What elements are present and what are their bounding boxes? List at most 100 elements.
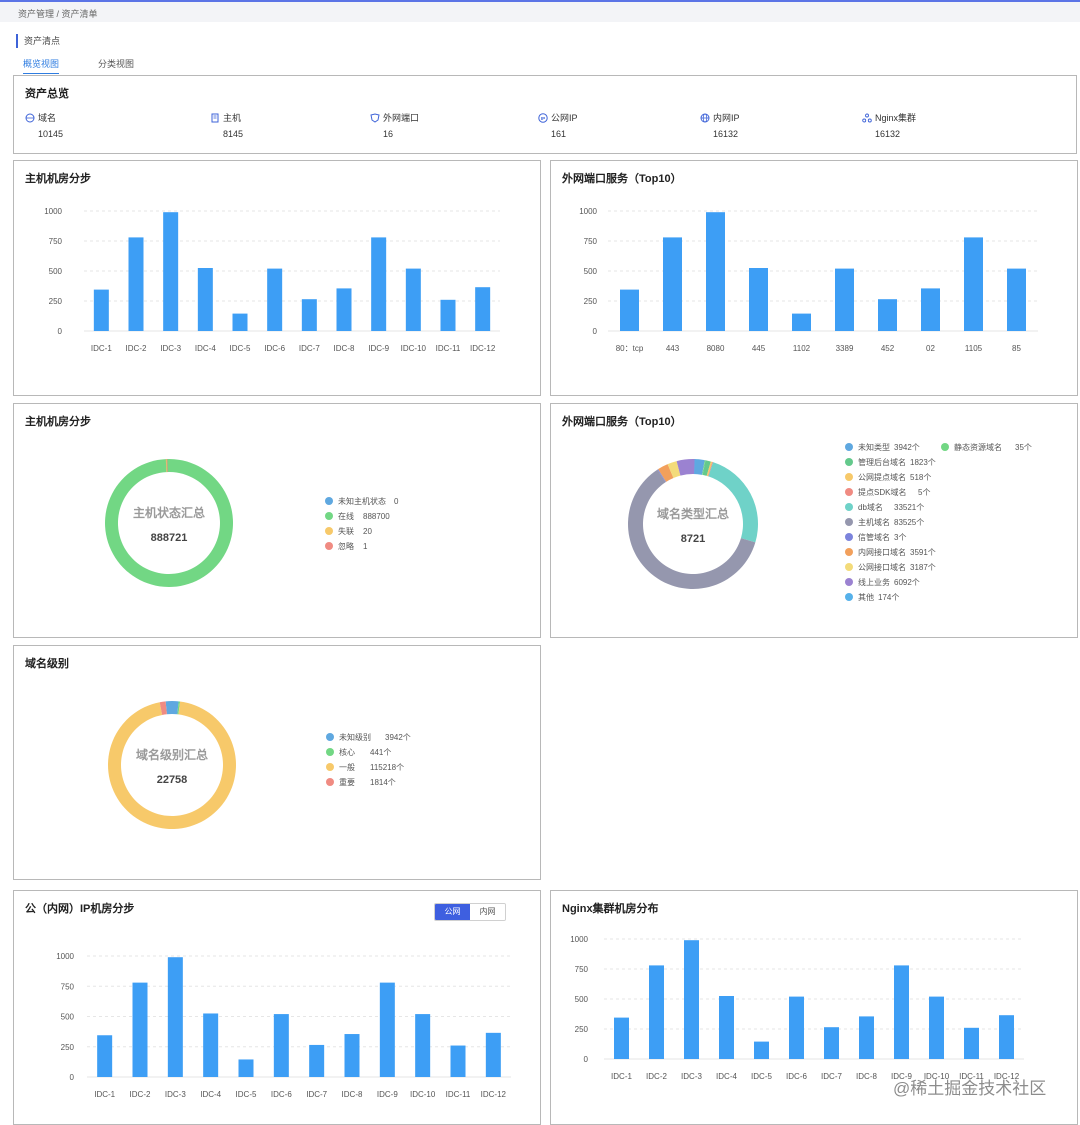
bar[interactable] bbox=[835, 268, 854, 331]
legend-label[interactable]: db域名 bbox=[858, 502, 883, 512]
summary-item-port[interactable]: 外网端口 16 bbox=[370, 111, 419, 139]
bar[interactable] bbox=[97, 1035, 113, 1077]
bar[interactable] bbox=[964, 1027, 979, 1059]
bar[interactable] bbox=[440, 299, 456, 331]
legend-label[interactable]: 信管域名 bbox=[858, 532, 890, 542]
legend-label[interactable]: 未知级别 bbox=[339, 732, 371, 742]
bar[interactable] bbox=[238, 1059, 254, 1077]
donut-slice[interactable] bbox=[676, 459, 695, 476]
bar[interactable] bbox=[132, 982, 148, 1077]
bar[interactable] bbox=[167, 957, 183, 1077]
y-tick-label: 250 bbox=[575, 1025, 589, 1034]
legend-label[interactable]: 公网提点域名 bbox=[858, 472, 906, 482]
bar[interactable] bbox=[894, 965, 909, 1059]
bar[interactable] bbox=[663, 237, 682, 331]
bar[interactable] bbox=[475, 287, 491, 331]
bar[interactable] bbox=[878, 299, 897, 331]
donut-slice[interactable] bbox=[702, 460, 711, 476]
bar[interactable] bbox=[309, 1044, 325, 1077]
bar[interactable] bbox=[749, 268, 768, 331]
legend-label[interactable]: 主机域名 bbox=[858, 517, 890, 527]
bar[interactable] bbox=[754, 1041, 769, 1059]
bar[interactable] bbox=[450, 1045, 466, 1077]
donut-slice[interactable] bbox=[105, 458, 234, 587]
legend-value: 441个 bbox=[370, 748, 391, 757]
x-tick-label: IDC-2 bbox=[646, 1072, 667, 1081]
summary-item-private-ip[interactable]: 内网IP 16132 bbox=[700, 111, 740, 139]
toggle-public[interactable]: 公网 bbox=[435, 904, 470, 920]
bar[interactable] bbox=[929, 996, 944, 1059]
donut-slice[interactable] bbox=[693, 459, 705, 475]
toggle-private[interactable]: 内网 bbox=[470, 904, 505, 920]
legend-label[interactable]: 忽略 bbox=[338, 541, 354, 551]
bar[interactable] bbox=[163, 212, 179, 331]
tab-overview[interactable]: 概览视图 bbox=[23, 59, 60, 74]
bar[interactable] bbox=[614, 1017, 629, 1059]
legend-label[interactable]: 未知主机状态 bbox=[338, 496, 386, 506]
donut-slice[interactable] bbox=[657, 469, 667, 483]
bar[interactable] bbox=[789, 996, 804, 1059]
legend-label[interactable]: 提点SDK域名 bbox=[858, 487, 906, 497]
bar[interactable] bbox=[999, 1015, 1014, 1059]
donut-slice[interactable] bbox=[166, 459, 168, 473]
bar[interactable] bbox=[1007, 268, 1026, 331]
bar[interactable] bbox=[203, 1013, 219, 1077]
legend-label[interactable]: 线上业务 bbox=[858, 577, 890, 587]
bar[interactable] bbox=[371, 237, 387, 331]
legend-label[interactable]: 其他 bbox=[858, 592, 874, 602]
donut-slice[interactable] bbox=[658, 464, 674, 482]
summary-item-public-ip[interactable]: IP 公网IP 161 bbox=[538, 111, 578, 139]
bar[interactable] bbox=[128, 237, 144, 331]
legend-label[interactable]: 核心 bbox=[339, 747, 355, 757]
donut-slice[interactable] bbox=[694, 459, 696, 475]
legend-label[interactable]: 一般 bbox=[339, 762, 355, 772]
donut-slice[interactable] bbox=[707, 461, 714, 477]
bar[interactable] bbox=[620, 289, 639, 331]
summary-item-host[interactable]: 主机 8145 bbox=[210, 111, 243, 139]
bar[interactable] bbox=[649, 965, 664, 1059]
summary-item-domain[interactable]: 域名 10145 bbox=[25, 111, 63, 139]
donut-slice[interactable] bbox=[108, 701, 237, 829]
legend-label[interactable]: 未知类型 bbox=[858, 442, 890, 452]
bar[interactable] bbox=[273, 1014, 289, 1077]
bar[interactable] bbox=[415, 1014, 431, 1077]
bar[interactable] bbox=[344, 1034, 360, 1077]
bar[interactable] bbox=[824, 1027, 839, 1059]
x-tick-label: IDC-7 bbox=[821, 1072, 842, 1081]
bar[interactable] bbox=[684, 940, 699, 1059]
legend-label[interactable]: 失联 bbox=[338, 526, 354, 536]
bar[interactable] bbox=[379, 982, 395, 1077]
legend-label[interactable]: 重要 bbox=[339, 777, 355, 787]
bar[interactable] bbox=[336, 288, 352, 331]
tab-category[interactable]: 分类视图 bbox=[98, 59, 135, 69]
bar[interactable] bbox=[792, 313, 811, 331]
legend-label[interactable]: 内网接口域名 bbox=[858, 547, 906, 557]
bar[interactable] bbox=[964, 237, 983, 331]
legend-label[interactable]: 静态资源域名 bbox=[954, 442, 1002, 452]
bar[interactable] bbox=[859, 1016, 874, 1059]
donut-slice[interactable] bbox=[706, 461, 713, 477]
donut-slice[interactable] bbox=[165, 459, 168, 473]
bar[interactable] bbox=[301, 299, 317, 331]
bar[interactable] bbox=[405, 268, 421, 331]
donut-slice[interactable] bbox=[667, 461, 681, 478]
bar[interactable] bbox=[232, 313, 248, 331]
legend-label[interactable]: 公网接口域名 bbox=[858, 562, 906, 572]
bar[interactable] bbox=[267, 268, 283, 331]
legend-label[interactable]: 管理后台域名 bbox=[858, 457, 906, 467]
summary-item-nginx[interactable]: Nginx集群 16132 bbox=[862, 111, 916, 139]
donut-slice[interactable] bbox=[708, 462, 758, 543]
donut-slice[interactable] bbox=[165, 701, 179, 715]
bar[interactable] bbox=[485, 1032, 501, 1077]
bar[interactable] bbox=[719, 996, 734, 1059]
legend-label[interactable]: 在线 bbox=[338, 511, 354, 521]
donut-slice[interactable] bbox=[702, 460, 706, 475]
bar[interactable] bbox=[921, 288, 940, 331]
legend-dot bbox=[845, 503, 853, 511]
bar[interactable] bbox=[706, 212, 725, 331]
donut-slice[interactable] bbox=[159, 701, 167, 715]
bar[interactable] bbox=[93, 289, 109, 331]
donut-slice[interactable] bbox=[177, 701, 181, 715]
bar[interactable] bbox=[197, 268, 213, 331]
